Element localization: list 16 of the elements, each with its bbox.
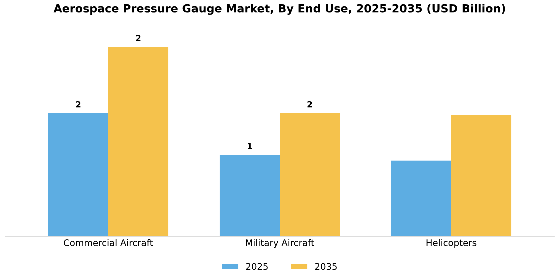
bar: [108, 47, 169, 237]
bar: [48, 114, 108, 237]
bar: [391, 160, 452, 237]
legend-label: 2035: [315, 263, 337, 270]
data-label: 2: [308, 101, 312, 108]
data-label: 1: [248, 143, 252, 150]
bar: [220, 155, 280, 237]
bar: [452, 115, 512, 237]
x-tick-label: Commercial Aircraft: [64, 239, 154, 246]
x-tick-label: Military Aircraft: [246, 239, 314, 248]
bar: [280, 114, 340, 237]
data-label: 2: [136, 35, 141, 42]
x-tick-label: Helicopters: [426, 239, 477, 248]
chart-title: Aerospace Pressure Gauge Market, By End Use, 2025-2035 (USD Billion): [54, 4, 506, 16]
legend-label: 2025: [246, 263, 268, 270]
data-label: 2: [76, 101, 81, 108]
